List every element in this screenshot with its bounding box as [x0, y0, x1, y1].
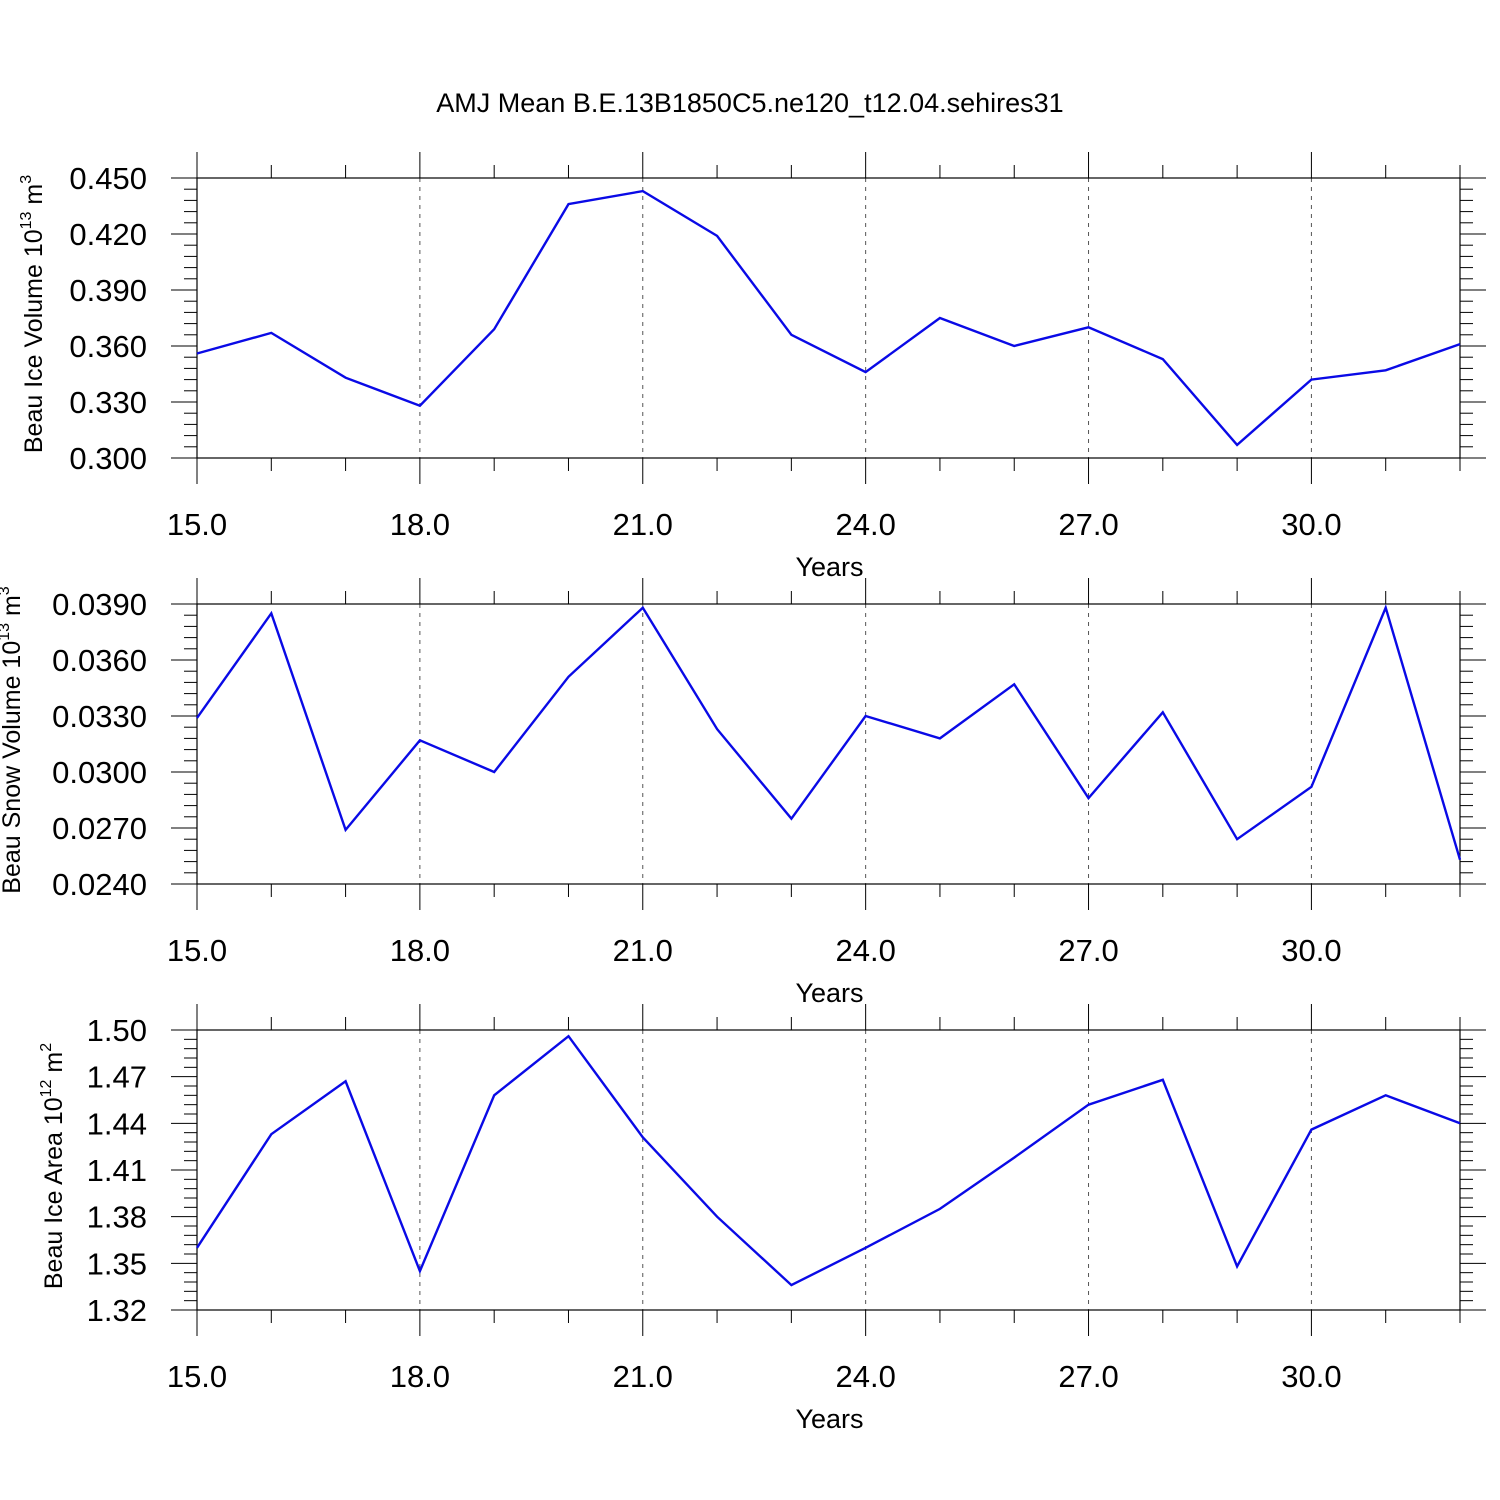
y-tick-label: 1.38 [87, 1200, 147, 1235]
y-axis-label: Beau Ice Volume 1013 m3 [18, 175, 48, 453]
y-tick-label: 0.390 [69, 273, 147, 308]
x-tick-label: 30.0 [1281, 507, 1341, 542]
y-axis-label-exponent: 12 [38, 1079, 55, 1097]
chart-panel-3: 15.0 18.0 21.0 24.0 27.0 30.0 Years 1.32 1.35 1.3… [38, 1004, 1486, 1434]
x-tick-label: 15.0 [167, 507, 227, 542]
y-axis-label-text: Beau Ice Volume 10 [20, 229, 48, 453]
x-axis-label: Years [795, 1404, 863, 1434]
y-tick-label: 0.0240 [52, 867, 147, 902]
y-tick-label: 0.450 [69, 161, 147, 196]
y-axis-label-unit: m [20, 184, 48, 212]
x-tick-label: 15.0 [167, 1359, 227, 1394]
y-axis-label: Beau Snow Volume 1013 m3 [0, 586, 26, 894]
y-tick-label: 0.300 [69, 441, 147, 476]
y-tick-label: 0.0360 [52, 643, 147, 678]
series-line [196, 189, 1461, 447]
y-tick-label: 1.50 [87, 1013, 147, 1048]
plot-frame [196, 177, 1461, 459]
y-axis-label: Beau Ice Area 1012 m2 [38, 1043, 68, 1289]
x-tick-label: 15.0 [167, 933, 227, 968]
x-axis-label: Years [795, 552, 863, 582]
plot-frame [196, 1029, 1461, 1311]
y-axis-label-text: Beau Snow Volume 10 [0, 641, 26, 894]
x-tick-label: 27.0 [1058, 933, 1118, 968]
x-tick-label: 24.0 [835, 507, 895, 542]
y-axis-label-unit-exponent: 3 [0, 586, 13, 595]
y-axis-label-unit-exponent: 2 [38, 1043, 55, 1052]
x-tick-label: 24.0 [835, 933, 895, 968]
x-tick-label: 21.0 [613, 507, 673, 542]
y-tick-label: 0.360 [69, 329, 147, 364]
y-tick-label: 0.330 [69, 385, 147, 420]
y-tick-label: 1.35 [87, 1246, 147, 1281]
x-axis-label: Years [795, 978, 863, 1008]
y-tick-label: 0.0390 [52, 587, 147, 622]
x-tick-label: 18.0 [390, 933, 450, 968]
chart-panel-1: 15.0 18.0 21.0 24.0 27.0 30.0 Years 0.300 0.330 0… [18, 152, 1486, 582]
y-axis-label-unit-exponent: 3 [18, 175, 35, 184]
y-axis-label-unit: m [0, 595, 26, 623]
plot-frame [196, 603, 1461, 885]
y-tick-label: 0.0330 [52, 699, 147, 734]
x-tick-label: 27.0 [1058, 1359, 1118, 1394]
y-tick-label: 1.41 [87, 1153, 147, 1188]
y-tick-label: 0.420 [69, 217, 147, 252]
series-line [195, 1034, 1461, 1287]
x-tick-label: 18.0 [390, 1359, 450, 1394]
chart-panel-2: 15.0 18.0 21.0 24.0 27.0 30.0 Years 0.0240 0.027… [0, 578, 1486, 1008]
x-tick-label: 30.0 [1281, 933, 1341, 968]
y-tick-label: 1.47 [87, 1060, 147, 1095]
x-tick-label: 21.0 [613, 933, 673, 968]
series-line [196, 604, 1462, 861]
x-tick-label: 30.0 [1281, 1359, 1341, 1394]
y-tick-label: 1.32 [87, 1293, 147, 1328]
y-axis-label-exponent: 13 [0, 623, 13, 641]
y-axis-label-text: Beau Ice Area 10 [40, 1097, 68, 1289]
y-tick-label: 1.44 [87, 1106, 147, 1141]
y-tick-label: 0.0270 [52, 811, 147, 846]
x-tick-label: 27.0 [1058, 507, 1118, 542]
figure-title: AMJ Mean B.E.13B1850C5.ne120_t12.04.sehi… [436, 88, 1064, 118]
y-axis-label-exponent: 13 [18, 211, 35, 229]
x-tick-label: 18.0 [390, 507, 450, 542]
x-tick-label: 24.0 [835, 1359, 895, 1394]
x-tick-label: 21.0 [613, 1359, 673, 1394]
y-axis-label-unit: m [40, 1052, 68, 1080]
y-tick-label: 0.0300 [52, 755, 147, 790]
